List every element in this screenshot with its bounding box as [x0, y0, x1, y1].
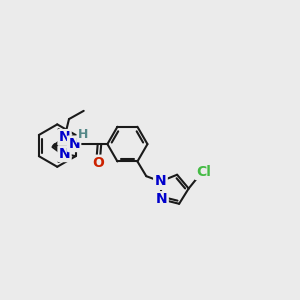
Text: N: N — [68, 137, 80, 151]
Text: N: N — [59, 130, 70, 144]
Text: H: H — [78, 128, 88, 141]
Text: N: N — [154, 175, 166, 188]
Text: O: O — [92, 156, 104, 170]
Text: N: N — [154, 175, 166, 188]
Text: N: N — [59, 147, 70, 161]
Text: Cl: Cl — [196, 165, 211, 179]
Text: N: N — [156, 192, 167, 206]
